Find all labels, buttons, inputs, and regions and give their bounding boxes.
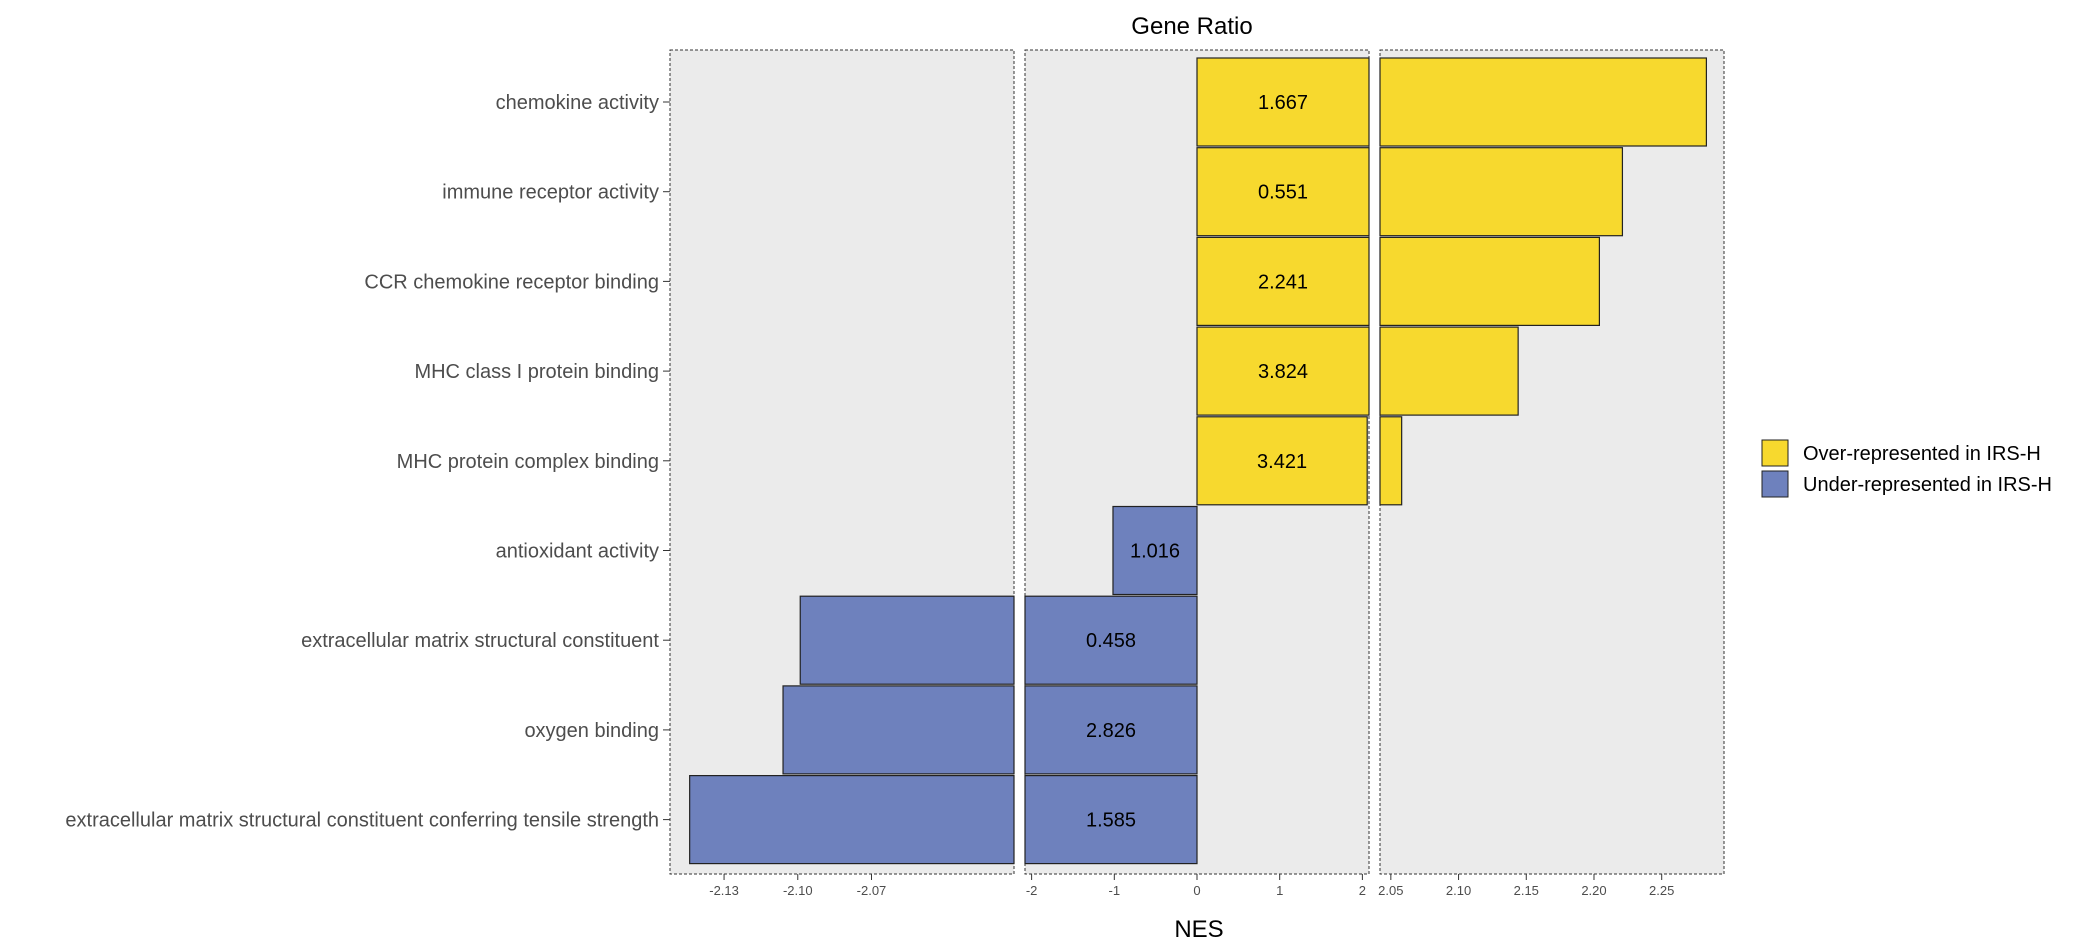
bar (1024, 685, 1198, 775)
category-label: MHC protein complex binding (397, 451, 659, 473)
bar (1196, 147, 1370, 237)
category-label: extracellular matrix structural constitu… (301, 630, 659, 652)
x-tick-label: -2.07 (857, 883, 887, 898)
gene-ratio-label: 2.826 (1086, 720, 1136, 742)
category-label: CCR chemokine receptor binding (364, 271, 659, 293)
x-axis-title: NES (1174, 916, 1223, 940)
legend-label-over: Over-represented in IRS-H (1803, 443, 2041, 465)
bar (782, 685, 1015, 775)
bar (1196, 236, 1370, 326)
legend-swatch-over (1761, 439, 1789, 467)
gene-ratio-label: 0.458 (1086, 630, 1136, 652)
bar (689, 774, 1015, 865)
category-label: chemokine activity (496, 92, 659, 114)
bar (1379, 147, 1624, 237)
bar (1196, 57, 1370, 147)
category-label: antioxidant activity (496, 541, 659, 563)
bar (1024, 595, 1198, 685)
x-tick-label: -2.13 (709, 883, 739, 898)
x-tick-label: 2.05 (1378, 883, 1403, 898)
gene-ratio-label: 0.551 (1258, 182, 1308, 204)
bar (1379, 236, 1601, 326)
x-tick-label: 2.10 (1446, 883, 1471, 898)
gene-ratio-label: 1.016 (1130, 541, 1180, 563)
x-tick-label: 1 (1276, 883, 1283, 898)
x-tick-label: -1 (1109, 883, 1121, 898)
x-tick-label: 2.20 (1581, 883, 1606, 898)
chart-title: Gene Ratio (1131, 13, 1252, 40)
gene-ratio-label: 2.241 (1258, 271, 1308, 293)
gene-ratio-label: 3.824 (1258, 361, 1308, 383)
bar (1379, 57, 1707, 147)
bar-group (689, 57, 1707, 865)
x-tick-label: 2.25 (1649, 883, 1674, 898)
bar (1196, 326, 1370, 416)
x-tick-group: -2.13 -2.10 -2.07 -2 -1 0 1 2 2.05 2.10 2.15 2.20 2.… (709, 874, 1674, 898)
x-tick-label: 2.15 (1514, 883, 1539, 898)
bar (1024, 774, 1198, 865)
gene-ratio-label: 3.421 (1257, 451, 1307, 473)
legend: Over-represented in IRS-H Under-represent… (1761, 439, 2052, 498)
bar (1196, 416, 1368, 506)
data-label-group: 1.667 0.551 2.241 3.824 3.421 1.016 0.458 2.826… (1086, 92, 1308, 832)
bar (1112, 505, 1198, 596)
gene-ratio-label: 1.585 (1086, 810, 1136, 832)
legend-swatch-under (1761, 470, 1789, 498)
legend-label-under: Under-represented in IRS-H (1803, 474, 2052, 496)
x-tick-label: 0 (1193, 883, 1200, 898)
category-labels: chemokine activity immune receptor activi… (65, 92, 670, 832)
category-label: oxygen binding (524, 720, 659, 742)
bar (799, 595, 1015, 685)
x-tick-label: 2 (1359, 883, 1366, 898)
category-label: MHC class I protein binding (414, 361, 659, 383)
gene-ratio-label: 1.667 (1258, 92, 1308, 114)
category-label: extracellular matrix structural constitu… (65, 810, 659, 832)
x-tick-label: -2 (1026, 883, 1038, 898)
x-tick-label: -2.10 (783, 883, 813, 898)
bar (1379, 416, 1403, 506)
category-label: immune receptor activity (442, 182, 659, 204)
bar (1379, 326, 1519, 416)
